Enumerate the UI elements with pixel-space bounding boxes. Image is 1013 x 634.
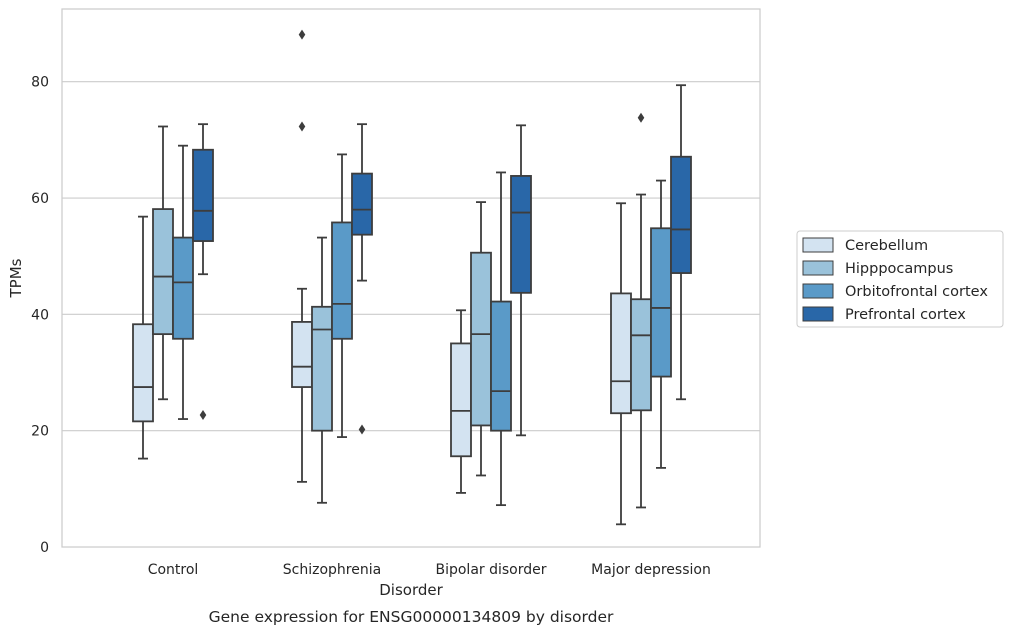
box-iqr xyxy=(291,321,313,388)
outlier-point xyxy=(358,424,366,435)
legend-item: Cerebellum xyxy=(802,237,928,254)
x-tick-label: Schizophrenia xyxy=(283,562,381,578)
box-cerebellum-1 xyxy=(291,29,313,483)
box-orbitofrontal-cortex-2 xyxy=(490,171,512,507)
box-iqr xyxy=(670,155,692,274)
legend: Cerebellum Hipppocampus Orbitofrontal cort… xyxy=(796,230,1004,328)
legend-item: Hipppocampus xyxy=(802,260,953,277)
legend-frame xyxy=(796,230,1004,328)
y-tick-label: 80 xyxy=(31,75,49,91)
box-iqr xyxy=(630,298,652,412)
outlier-point xyxy=(199,409,207,420)
box-iqr xyxy=(192,148,214,242)
box-prefrontal-cortex-1 xyxy=(351,123,373,435)
box-prefrontal-cortex-3 xyxy=(670,84,692,401)
chart-caption: Gene expression for ENSG00000134809 by d… xyxy=(209,608,614,626)
box-iqr xyxy=(311,305,333,432)
box-iqr xyxy=(351,172,373,236)
y-tick-labels: 0 20 40 60 80 xyxy=(31,75,49,556)
box-iqr xyxy=(650,227,672,378)
box-iqr xyxy=(132,323,154,423)
y-axis-title: TPMs xyxy=(7,258,25,298)
box-cerebellum-0 xyxy=(132,215,154,460)
box-prefrontal-cortex-0 xyxy=(192,123,214,420)
outlier-point xyxy=(298,121,306,132)
legend-label: Cerebellum xyxy=(845,238,928,254)
boxes xyxy=(132,29,692,526)
legend-swatch xyxy=(802,237,834,253)
legend-swatch xyxy=(802,283,834,299)
y-tick-label: 20 xyxy=(31,424,49,440)
legend-label: Hipppocampus xyxy=(845,261,953,277)
box-iqr xyxy=(152,208,174,336)
box-cerebellum-3 xyxy=(610,202,632,526)
legend-label: Orbitofrontal cortex xyxy=(845,284,988,300)
legend-swatch xyxy=(802,306,834,322)
y-tick-label: 60 xyxy=(31,191,49,207)
outlier-point xyxy=(637,112,645,123)
box-orbitofrontal-cortex-3 xyxy=(650,179,672,469)
box-iqr xyxy=(331,221,353,340)
x-tick-label: Control xyxy=(148,562,199,578)
box-iqr xyxy=(490,300,512,432)
outlier-point xyxy=(298,29,306,40)
box-hipppocampus-1 xyxy=(311,236,333,504)
box-hipppocampus-0 xyxy=(152,125,174,401)
legend-item: Prefrontal cortex xyxy=(802,306,966,323)
y-tick-label: 0 xyxy=(40,540,49,556)
box-iqr xyxy=(450,342,472,458)
legend-label: Prefrontal cortex xyxy=(845,307,966,323)
box-iqr xyxy=(510,175,532,294)
box-prefrontal-cortex-2 xyxy=(510,124,532,437)
x-tick-labels: Control Schizophrenia Bipolar disorder Majo… xyxy=(148,562,711,578)
box-orbitofrontal-cortex-1 xyxy=(331,153,353,438)
x-tick-label: Bipolar disorder xyxy=(435,562,546,578)
x-axis-title: Disorder xyxy=(379,581,443,599)
box-orbitofrontal-cortex-0 xyxy=(172,144,194,420)
box-iqr xyxy=(610,292,632,415)
x-tick-label: Major depression xyxy=(591,562,711,578)
legend-swatch xyxy=(802,260,834,276)
legend-item: Orbitofrontal cortex xyxy=(802,283,988,300)
box-iqr xyxy=(470,251,492,427)
box-hipppocampus-2 xyxy=(470,201,492,477)
y-tick-label: 40 xyxy=(31,307,49,323)
plot-frame xyxy=(61,8,761,548)
box-iqr xyxy=(172,236,194,340)
